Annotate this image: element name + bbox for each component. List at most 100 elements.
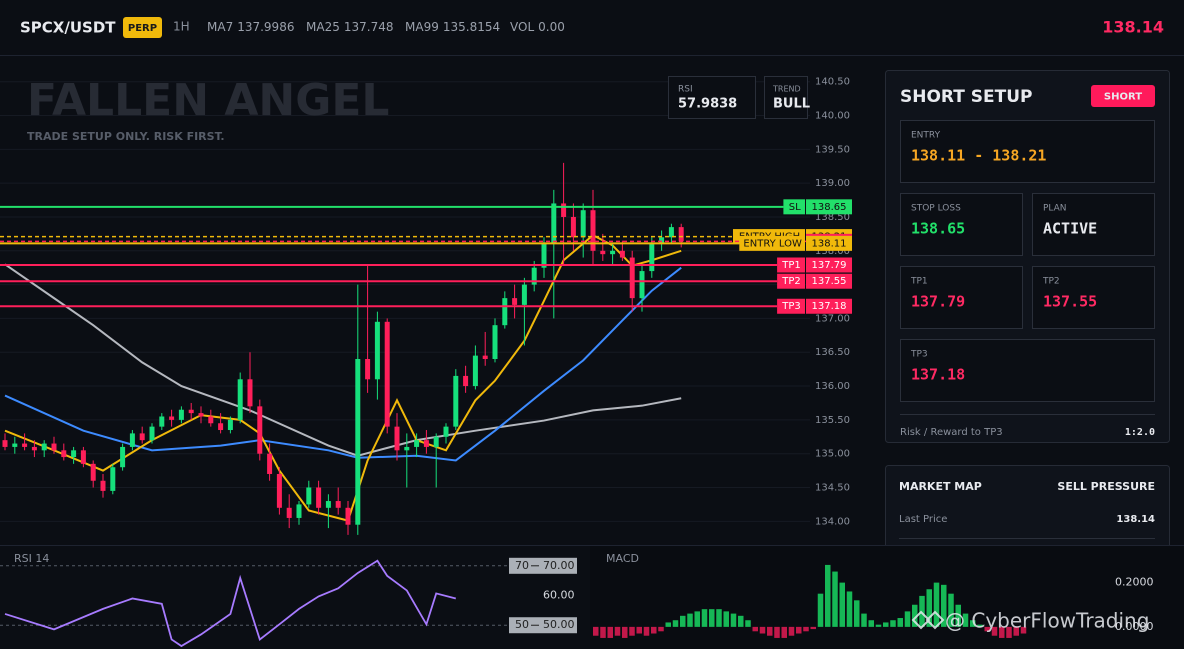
level-name: TP2: [781, 276, 801, 287]
candle-body: [51, 443, 57, 451]
histogram-bar: [687, 613, 693, 627]
indicator-label: MA7: [207, 20, 233, 34]
y-tick-label: 0.0000: [1115, 620, 1154, 633]
candle-body: [188, 409, 194, 414]
entry-value: 138.11 - 138.21: [911, 147, 1046, 165]
histogram-bar: [629, 626, 635, 636]
histogram-bar: [839, 582, 845, 627]
moving-average: [4, 263, 682, 457]
histogram-bar: [861, 613, 867, 627]
tp3-value: 137.18: [911, 366, 965, 384]
histogram-bar: [680, 615, 686, 627]
entry-box: [900, 120, 1155, 183]
histogram-bar: [738, 615, 744, 627]
last-price: 138.14: [1102, 18, 1164, 37]
candle-body: [247, 379, 253, 407]
candle-body: [120, 446, 126, 468]
histogram-bar: [614, 626, 621, 636]
info-value: 57.9838: [678, 97, 737, 112]
candle-body: [561, 203, 567, 217]
y-tick-label: 138.00: [815, 246, 850, 257]
tp3-label: TP3: [910, 350, 928, 360]
histogram-bar: [817, 593, 824, 627]
histogram-bar: [846, 591, 853, 627]
histogram-bar: [803, 626, 809, 632]
rsi-panel: [0, 545, 590, 649]
candle-body: [512, 298, 518, 305]
level-name: ENTRY LOW: [743, 238, 802, 249]
histogram-bar: [962, 613, 969, 627]
indicator: VOL 0.00: [510, 20, 565, 34]
histogram-bar: [948, 593, 954, 627]
histogram-bar: [701, 609, 708, 627]
candle-body: [129, 433, 135, 447]
y-tick-label: 0.2000: [1115, 576, 1154, 589]
last-price-label: Last Price: [899, 514, 947, 525]
histogram-bar: [796, 626, 802, 634]
candle-body: [100, 480, 106, 491]
histogram-bar: [651, 626, 657, 634]
candle-body: [149, 426, 155, 441]
setup-title: SHORT SETUP: [900, 87, 1032, 107]
logo: [911, 610, 945, 630]
histogram-bar: [926, 589, 932, 627]
candle-body: [296, 504, 302, 518]
indicator-value: 137.748: [344, 20, 394, 34]
candle-body: [237, 379, 243, 420]
interval[interactable]: 1H: [173, 20, 190, 34]
level-value: 138.11: [812, 238, 847, 249]
price-panel: [0, 56, 870, 545]
histogram-bar: [730, 613, 737, 627]
level-value: 137.55: [812, 276, 847, 287]
candle-body: [404, 446, 410, 451]
histogram-bar: [672, 620, 679, 627]
candle-body: [668, 227, 674, 238]
y-tick-label: 136.50: [815, 347, 850, 358]
indicator: MA7 137.9986: [207, 20, 294, 34]
panel-title: MACD: [606, 552, 639, 565]
candle-body: [678, 227, 684, 242]
tp3-box: [900, 339, 1155, 402]
histogram-bar: [600, 626, 606, 638]
setup-badge-bg[interactable]: [1091, 85, 1155, 107]
candle-body: [570, 216, 576, 238]
candle-body: [335, 501, 341, 508]
candle-body: [90, 463, 96, 481]
candle-body: [619, 250, 625, 258]
rr-label: Risk / Reward to TP3: [900, 427, 1003, 438]
histogram-bar: [694, 611, 700, 627]
level-name-bg: [777, 298, 805, 314]
candle-body: [384, 321, 390, 427]
candle-body: [345, 507, 351, 525]
info-box: [764, 76, 808, 119]
candle-body: [482, 355, 488, 360]
candle-body: [355, 359, 361, 525]
setup-badge[interactable]: SHORT: [1104, 92, 1142, 103]
tp2-box: [1032, 266, 1155, 329]
level-value-bg: [806, 257, 852, 273]
histogram-bar: [955, 604, 961, 627]
histogram-bar: [941, 584, 947, 627]
indicator-label: MA25: [306, 20, 340, 34]
candle-body: [365, 359, 371, 380]
tp1-box: [900, 266, 1023, 329]
histogram-bar: [607, 626, 613, 638]
candle-body: [394, 426, 400, 451]
tp1-value: 137.79: [911, 293, 965, 311]
histogram-bar: [709, 609, 715, 627]
badge: PERP: [128, 23, 157, 34]
entry-label: ENTRY: [911, 131, 941, 141]
indicator-value: 135.8154: [443, 20, 500, 34]
panel-title: RSI 14: [14, 552, 49, 565]
symbol: SPCX/USDT: [20, 19, 116, 37]
candle-body: [2, 440, 8, 447]
histogram-bar: [897, 618, 903, 627]
histogram-bar: [1013, 626, 1019, 636]
top-bar: [0, 0, 1184, 55]
histogram-bar: [999, 626, 1005, 638]
y-tick-label: 70.00: [543, 559, 575, 572]
histogram-bar: [912, 604, 918, 627]
y-tick-label: 135.00: [815, 449, 850, 460]
plan-value: ACTIVE: [1043, 220, 1097, 238]
histogram-bar: [825, 564, 831, 627]
